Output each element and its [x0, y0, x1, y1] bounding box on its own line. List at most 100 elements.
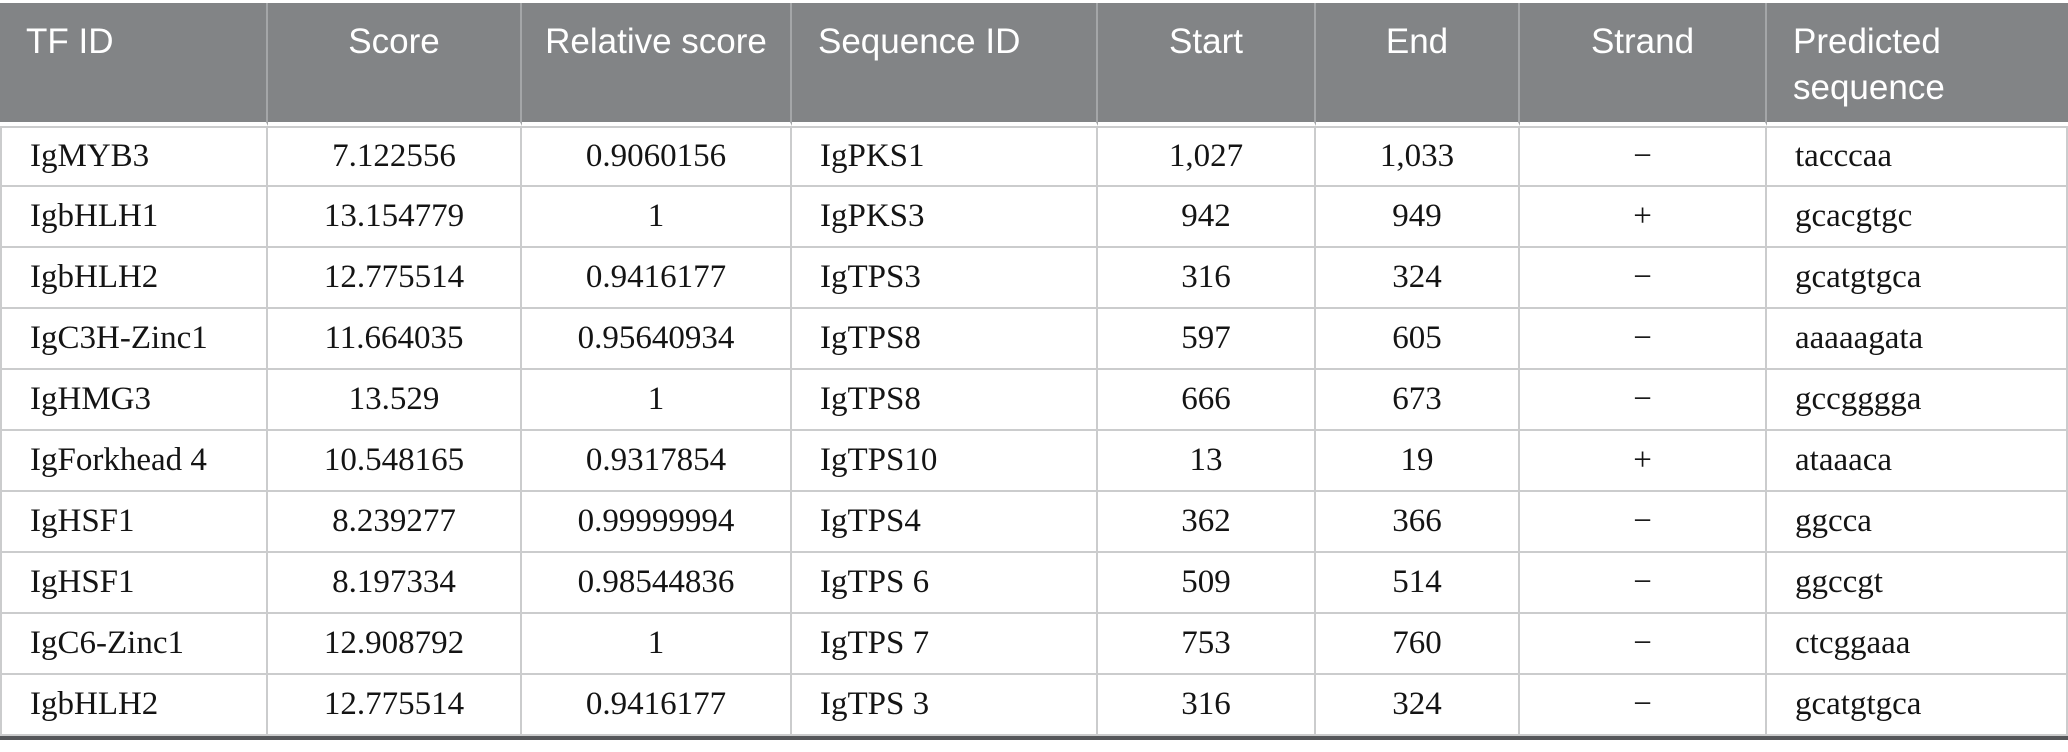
table-cell: 11.664035: [268, 309, 522, 370]
table-cell: aaaaagata: [1767, 309, 2068, 370]
table-cell: gccgggga: [1767, 370, 2068, 431]
table-body: IgMYB3 7.122556 0.9060156 IgPKS1 1,027 1,033−…: [0, 126, 2068, 736]
table-cell: 605: [1316, 309, 1520, 370]
table-cell: 1,033: [1316, 126, 1520, 187]
table-row: IgbHLH2 12.775514 0.9416177 IgTPS3 316 324− gc…: [0, 248, 2068, 309]
table-row: IgMYB3 7.122556 0.9060156 IgPKS1 1,027 1,033−…: [0, 126, 2068, 187]
table-cell: −: [1520, 309, 1767, 370]
table-cell: IgHSF1: [0, 553, 268, 614]
table-cell: 509: [1098, 553, 1316, 614]
table-cell: 12.775514: [268, 675, 522, 736]
table-cell: IgForkhead 4: [0, 431, 268, 492]
table-cell: −: [1520, 553, 1767, 614]
table-cell: 19: [1316, 431, 1520, 492]
table-cell: IgTPS 3: [792, 675, 1098, 736]
table-cell: 949: [1316, 187, 1520, 248]
table-cell: gcacgtgc: [1767, 187, 2068, 248]
table-row: IgForkhead 4 10.548165 0.9317854 IgTPS10 13 1…: [0, 431, 2068, 492]
table-cell: gcatgtgca: [1767, 675, 2068, 736]
table-row: IgHSF1 8.197334 0.98544836 IgTPS 6 509 514− gg…: [0, 553, 2068, 614]
table-cell: 1,027: [1098, 126, 1316, 187]
table-cell: 666: [1098, 370, 1316, 431]
table-cell: ctcggaaa: [1767, 614, 2068, 675]
table-cell: ggcca: [1767, 492, 2068, 553]
table-cell: 1: [522, 187, 792, 248]
table-header: TF ID Score Relative score Sequence ID Start…: [0, 3, 2068, 126]
table-cell: IgPKS3: [792, 187, 1098, 248]
table-cell: 1: [522, 614, 792, 675]
table-cell: IgTPS 7: [792, 614, 1098, 675]
table-cell: 942: [1098, 187, 1316, 248]
table-cell: 10.548165: [268, 431, 522, 492]
column-header-tf-id: TF ID: [0, 3, 268, 126]
table-row: IgbHLH1 13.154779 1 IgPKS3 942 949 + gcacgtgc: [0, 187, 2068, 248]
table-cell: IgTPS10: [792, 431, 1098, 492]
table-cell: IgbHLH2: [0, 248, 268, 309]
table-cell: gcatgtgca: [1767, 248, 2068, 309]
column-header-score: Score: [268, 3, 522, 126]
table-cell: 0.9060156: [522, 126, 792, 187]
table-cell: 316: [1098, 248, 1316, 309]
table-cell: +: [1520, 431, 1767, 492]
table-cell: IgbHLH2: [0, 675, 268, 736]
table-cell: ggccgt: [1767, 553, 2068, 614]
table-cell: 8.239277: [268, 492, 522, 553]
table-cell: 0.98544836: [522, 553, 792, 614]
table-cell: IgC6-Zinc1: [0, 614, 268, 675]
table-cell: IgTPS8: [792, 309, 1098, 370]
table-header-row: TF ID Score Relative score Sequence ID Start…: [0, 3, 2068, 126]
table-cell: IgHMG3: [0, 370, 268, 431]
table-cell: ataaaca: [1767, 431, 2068, 492]
table-cell: −: [1520, 126, 1767, 187]
table-cell: −: [1520, 370, 1767, 431]
table-row: IgHSF1 8.239277 0.99999994 IgTPS4 362 366− ggc…: [0, 492, 2068, 553]
table-cell: 13: [1098, 431, 1316, 492]
table-cell: 12.908792: [268, 614, 522, 675]
column-header-sequence-id: Sequence ID: [792, 3, 1098, 126]
table-cell: 7.122556: [268, 126, 522, 187]
table-cell: 0.95640934: [522, 309, 792, 370]
table-cell: 0.9416177: [522, 675, 792, 736]
table-cell: IgHSF1: [0, 492, 268, 553]
table-cell: IgTPS8: [792, 370, 1098, 431]
table-cell: IgMYB3: [0, 126, 268, 187]
table-cell: 0.9317854: [522, 431, 792, 492]
table-cell: IgTPS 6: [792, 553, 1098, 614]
table-cell: IgbHLH1: [0, 187, 268, 248]
table-cell: 673: [1316, 370, 1520, 431]
tf-binding-sites-table: TF ID Score Relative score Sequence ID Start…: [0, 3, 2068, 740]
table-cell: tacccaa: [1767, 126, 2068, 187]
table-cell: +: [1520, 187, 1767, 248]
table-cell: 324: [1316, 675, 1520, 736]
table-row: IgC3H-Zinc1 11.664035 0.95640934 IgTPS8 597 6…: [0, 309, 2068, 370]
column-header-start: Start: [1098, 3, 1316, 126]
table-cell: −: [1520, 675, 1767, 736]
table-cell: 13.529: [268, 370, 522, 431]
table-row: IgbHLH2 12.775514 0.9416177 IgTPS 3 316 324− g…: [0, 675, 2068, 736]
table-cell: 362: [1098, 492, 1316, 553]
table-cell: 514: [1316, 553, 1520, 614]
table-cell: 13.154779: [268, 187, 522, 248]
table-cell: 597: [1098, 309, 1316, 370]
table-cell: 0.99999994: [522, 492, 792, 553]
column-header-strand: Strand: [1520, 3, 1767, 126]
table-cell: −: [1520, 492, 1767, 553]
table-cell: 753: [1098, 614, 1316, 675]
table-row: IgHMG3 13.529 1 IgTPS8 666 673− gccgggga: [0, 370, 2068, 431]
table-cell: IgTPS3: [792, 248, 1098, 309]
table-row: IgC6-Zinc1 12.908792 1 IgTPS 7 753 760− ctcgga…: [0, 614, 2068, 675]
table-cell: −: [1520, 248, 1767, 309]
table-cell: 12.775514: [268, 248, 522, 309]
table-cell: IgTPS4: [792, 492, 1098, 553]
column-header-relative-score: Relative score: [522, 3, 792, 126]
table-cell: 366: [1316, 492, 1520, 553]
table-cell: −: [1520, 614, 1767, 675]
column-header-end: End: [1316, 3, 1520, 126]
table-cell: 0.9416177: [522, 248, 792, 309]
table-cell: IgPKS1: [792, 126, 1098, 187]
table-cell: 324: [1316, 248, 1520, 309]
table-cell: 316: [1098, 675, 1316, 736]
column-header-predicted-sequence: Predicted sequence: [1767, 3, 2068, 126]
table-cell: 760: [1316, 614, 1520, 675]
